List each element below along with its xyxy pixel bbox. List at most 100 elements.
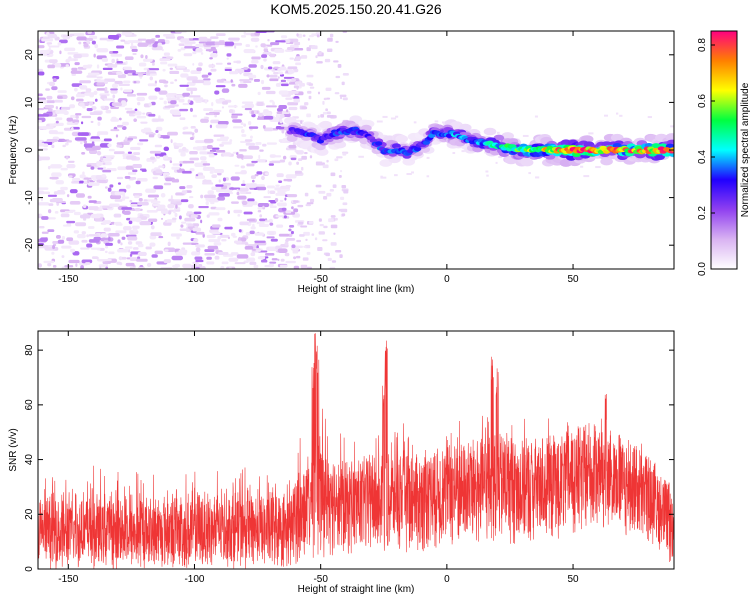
ridge-cell bbox=[428, 133, 436, 138]
noise-cell bbox=[306, 74, 314, 78]
colorbar-frame bbox=[710, 30, 738, 270]
noise-cell bbox=[240, 34, 247, 38]
noise-cell bbox=[147, 68, 160, 71]
noise-cell bbox=[150, 156, 155, 160]
noise-cell bbox=[244, 191, 252, 195]
noise-cell bbox=[86, 243, 93, 248]
noise-cell bbox=[65, 64, 69, 68]
noise-cell bbox=[97, 131, 109, 135]
noise-cell bbox=[91, 106, 97, 110]
noise-cell bbox=[171, 166, 180, 170]
noise-cell bbox=[155, 169, 162, 174]
noise-cell bbox=[342, 152, 347, 156]
y-tick-label: 20 bbox=[24, 508, 35, 520]
noise-cell bbox=[245, 183, 257, 188]
noise-cell bbox=[262, 124, 266, 129]
noise-cell bbox=[244, 246, 254, 250]
noise-cell bbox=[293, 256, 297, 260]
noise-cell bbox=[285, 97, 293, 100]
noise-cell bbox=[245, 142, 256, 146]
noise-cell bbox=[231, 83, 236, 87]
noise-cell bbox=[247, 121, 252, 126]
noise-cell bbox=[245, 201, 258, 206]
noise-cell bbox=[382, 115, 388, 118]
noise-cell bbox=[145, 39, 155, 44]
noise-cell bbox=[66, 164, 76, 169]
noise-cell bbox=[240, 170, 247, 175]
noise-cell bbox=[306, 113, 311, 118]
noise-cell bbox=[203, 78, 211, 81]
noise-cell bbox=[134, 195, 140, 199]
y-tick-label: 60 bbox=[24, 399, 35, 411]
noise-cell bbox=[287, 194, 298, 198]
noise-cell bbox=[337, 63, 342, 68]
noise-cell bbox=[116, 144, 123, 148]
noise-cell bbox=[82, 64, 92, 69]
noise-cell bbox=[268, 263, 274, 268]
noise-cell bbox=[96, 64, 100, 69]
noise-cell bbox=[132, 225, 140, 229]
ridge-cell bbox=[315, 148, 329, 156]
noise-cell bbox=[179, 117, 186, 121]
noise-cell bbox=[100, 156, 104, 161]
noise-cell bbox=[102, 169, 112, 173]
noise-cell bbox=[228, 257, 239, 262]
noise-cell bbox=[208, 154, 215, 158]
noise-cell bbox=[42, 126, 54, 130]
noise-cell bbox=[241, 134, 247, 137]
noise-cell bbox=[279, 264, 288, 268]
noise-cell bbox=[303, 245, 307, 248]
noise-cell bbox=[91, 40, 96, 45]
noise-cell bbox=[118, 83, 130, 86]
noise-cell bbox=[51, 144, 55, 149]
noise-cell bbox=[137, 101, 141, 106]
noise-cell bbox=[280, 35, 288, 39]
noise-cell bbox=[38, 107, 45, 111]
noise-cell bbox=[227, 210, 230, 215]
noise-cell bbox=[176, 65, 186, 69]
noise-cell bbox=[339, 94, 347, 98]
noise-cell bbox=[142, 58, 153, 62]
noise-cell bbox=[269, 53, 276, 58]
noise-cell bbox=[150, 101, 156, 106]
noise-cell bbox=[60, 167, 68, 171]
noise-cell bbox=[47, 33, 58, 39]
noise-cell bbox=[164, 105, 175, 108]
noise-cell bbox=[309, 35, 314, 38]
noise-cell bbox=[51, 86, 58, 91]
noise-cell bbox=[300, 120, 303, 124]
noise-cell bbox=[274, 197, 279, 202]
noise-cell bbox=[330, 242, 337, 246]
noise-cell bbox=[190, 125, 196, 129]
noise-cell bbox=[285, 174, 297, 179]
noise-cell bbox=[69, 33, 75, 37]
noise-cell bbox=[304, 102, 309, 106]
noise-cell bbox=[189, 107, 193, 112]
noise-cell bbox=[87, 31, 92, 34]
noise-cell bbox=[162, 80, 169, 84]
noise-cell bbox=[285, 260, 296, 264]
noise-cell bbox=[293, 265, 300, 269]
noise-cell bbox=[136, 96, 146, 102]
noise-cell bbox=[74, 122, 79, 125]
noise-cell bbox=[149, 76, 154, 81]
noise-cell bbox=[109, 194, 122, 200]
noise-cell bbox=[61, 106, 71, 110]
noise-cell bbox=[619, 114, 623, 117]
noise-cell bbox=[187, 99, 191, 104]
noise-cell bbox=[318, 51, 322, 55]
noise-cell bbox=[260, 43, 266, 48]
noise-cell bbox=[283, 76, 295, 79]
noise-cell bbox=[137, 251, 147, 257]
noise-cell bbox=[61, 245, 72, 249]
noise-cell bbox=[259, 214, 263, 218]
noise-cell bbox=[171, 255, 184, 261]
snr-frame bbox=[37, 330, 675, 570]
noise-cell bbox=[75, 222, 87, 227]
noise-cell bbox=[426, 175, 430, 178]
noise-cell bbox=[113, 222, 117, 225]
noise-cell bbox=[151, 225, 155, 230]
snr-y-axis: 0 20 40 60 80 bbox=[24, 344, 674, 572]
noise-cell bbox=[287, 102, 299, 106]
noise-cell bbox=[335, 217, 338, 221]
